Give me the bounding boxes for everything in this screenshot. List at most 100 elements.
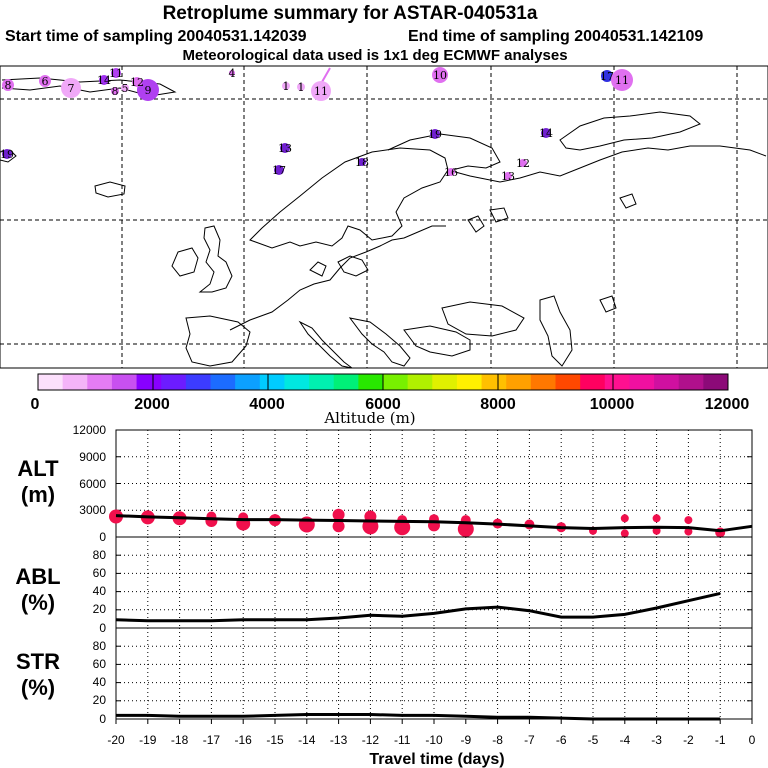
plume-marker: 14	[539, 127, 553, 140]
svg-text:14: 14	[97, 74, 111, 87]
alt-ytick: 0	[99, 530, 106, 544]
colorbar-swatch	[481, 374, 507, 390]
colorbar-tick: 0	[31, 396, 40, 413]
plume-markers: 8 6 7 11 14 9 5 8 12 4 1 1 11 10 17 11 1…	[0, 67, 633, 183]
colorbar-swatch	[654, 374, 680, 390]
abl-ytick: 20	[93, 602, 107, 616]
svg-text:18: 18	[355, 156, 369, 169]
plume-marker: 17	[600, 70, 614, 83]
colorbar-label: Altitude (m)	[323, 409, 415, 427]
plume-marker: 8	[2, 79, 14, 92]
str-ytick: 80	[93, 639, 107, 653]
colorbar-swatch	[432, 374, 458, 390]
altitude-point	[332, 508, 345, 521]
svg-text:8: 8	[112, 85, 119, 98]
x-tick-label: -11	[394, 733, 411, 747]
svg-text:11: 11	[314, 85, 328, 98]
altitude-point	[684, 516, 693, 525]
plume-marker: 18	[355, 156, 369, 169]
end-time-label: End time of sampling 20040531.142109	[408, 28, 703, 45]
abl-ytick: 0	[99, 621, 106, 635]
str-axis-unit: (%)	[21, 675, 55, 700]
x-tick-label: -10	[425, 733, 443, 747]
x-tick-label: -9	[460, 733, 471, 747]
colorbar-swatch	[604, 374, 630, 390]
colorbar-swatch	[530, 374, 556, 390]
colorbar-swatch	[456, 374, 482, 390]
altitude-point	[652, 514, 661, 523]
plume-marker: 12	[516, 157, 530, 170]
plume-marker: 16	[444, 166, 458, 179]
colorbar-swatch	[210, 374, 236, 390]
alt-ytick: 3000	[79, 503, 106, 517]
colorbar-swatch	[383, 374, 409, 390]
svg-text:12: 12	[130, 76, 144, 89]
colorbar-swatch	[580, 374, 606, 390]
plume-marker: 5	[121, 82, 129, 95]
colorbar-swatch	[358, 374, 384, 390]
svg-text:8: 8	[5, 79, 12, 92]
plume-marker: 4	[229, 67, 236, 80]
str-axis-label: STR	[16, 649, 60, 674]
x-tick-label: -1	[715, 733, 726, 747]
altitude-point	[394, 519, 411, 536]
svg-text:11: 11	[109, 67, 123, 80]
x-tick-label: -14	[298, 733, 316, 747]
str-frame	[115, 627, 753, 720]
plume-marker: 9	[137, 79, 159, 101]
str-ytick: 20	[93, 693, 107, 707]
alt-ytick: 9000	[79, 450, 106, 464]
plume-marker: 1	[282, 80, 290, 93]
colorbar-swatch	[333, 374, 359, 390]
colorbar-swatch	[111, 374, 137, 390]
svg-text:11: 11	[615, 74, 629, 87]
map-gridlines	[0, 66, 768, 368]
colorbar-swatch	[38, 374, 64, 390]
colorbar-swatch	[161, 374, 187, 390]
x-axis-label: Travel time (days)	[369, 751, 504, 768]
colorbar-tick: 8000	[480, 396, 516, 413]
plume-marker: 12	[130, 76, 144, 89]
colorbar-swatch	[407, 374, 433, 390]
svg-text:6: 6	[42, 75, 49, 88]
plume-marker: 6	[39, 75, 51, 88]
svg-text:17: 17	[272, 164, 286, 177]
x-tick-label: -20	[107, 733, 125, 747]
plume-marker: 11	[611, 69, 633, 91]
colorbar-swatch	[555, 374, 581, 390]
plume-marker: 11	[109, 67, 123, 80]
x-tick-label: -12	[362, 733, 380, 747]
colorbar-swatches	[37, 374, 729, 390]
x-tick-label: -8	[492, 733, 503, 747]
plume-marker: 19	[0, 148, 14, 161]
altitude-point	[652, 526, 661, 535]
colorbar-tick: 4000	[249, 396, 285, 413]
svg-text:9: 9	[145, 84, 152, 97]
colorbar-frame	[37, 373, 729, 391]
colorbar-swatch	[62, 374, 88, 390]
abl-ytick: 80	[93, 548, 107, 562]
str-ytick: 0	[99, 712, 106, 726]
altitude-point	[620, 514, 629, 523]
colorbar-swatch	[87, 374, 113, 390]
altitude-colorbar: 0 2000 4000 6000 8000 10000 12000 Altitu…	[31, 373, 749, 427]
x-tick-label: -3	[651, 733, 662, 747]
x-axis: -20 -19 -18 -17 -16 -15 -14 -13 -12 -11 -10 -9 -8 -7-…	[107, 719, 756, 747]
colorbar-tick: 2000	[134, 396, 170, 413]
colorbar-swatch	[506, 374, 532, 390]
colorbar-swatch	[678, 374, 704, 390]
abl-axis-unit: (%)	[21, 590, 55, 615]
colorbar-swatch	[703, 374, 729, 390]
svg-text:19: 19	[0, 148, 14, 161]
svg-text:14: 14	[539, 127, 553, 140]
str-ytick: 40	[93, 675, 107, 689]
svg-text:1: 1	[283, 80, 290, 93]
svg-text:12: 12	[516, 157, 530, 170]
met-data-label: Meteorological data used is 1x1 deg ECMW…	[182, 47, 567, 64]
str-ytick: 60	[93, 657, 107, 671]
x-tick-label: -6	[556, 733, 567, 747]
svg-text:10: 10	[433, 69, 447, 82]
x-tick-label: -19	[139, 733, 157, 747]
altitude-point	[457, 521, 474, 537]
